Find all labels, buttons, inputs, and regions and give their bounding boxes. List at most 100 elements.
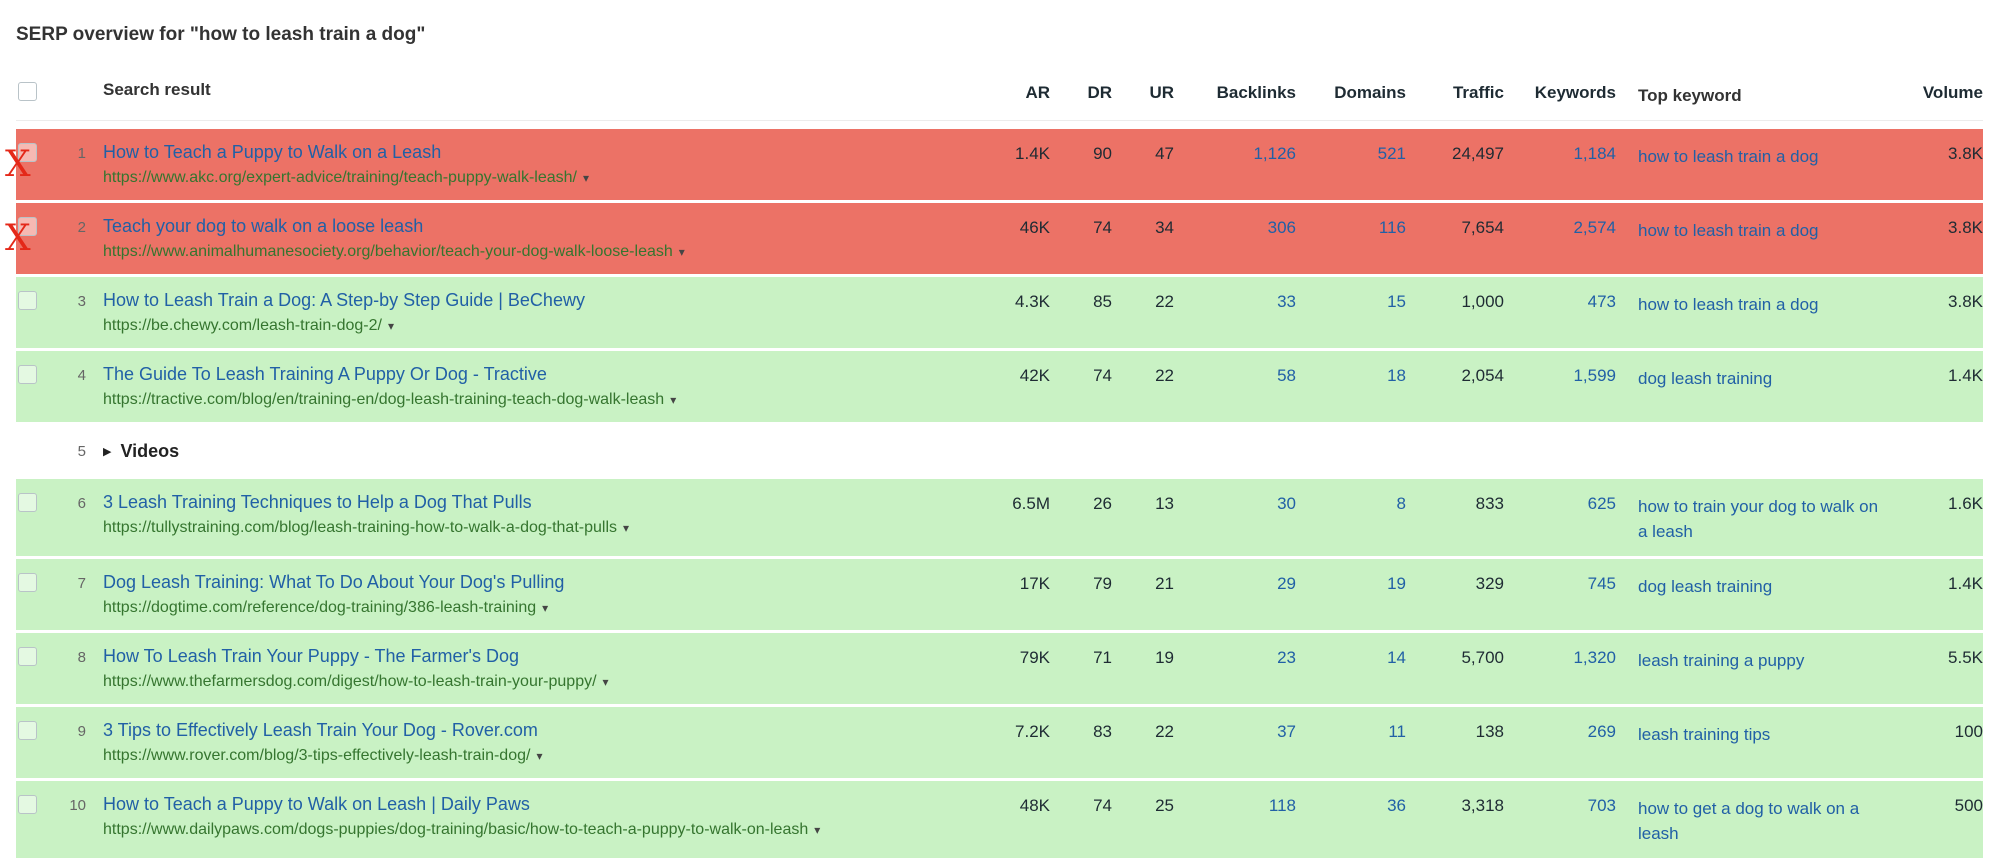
row-checkbox[interactable] — [18, 291, 37, 310]
keywords-link[interactable]: 703 — [1587, 796, 1616, 815]
top-keyword-link[interactable]: how to leash train a dog — [1638, 147, 1819, 166]
result-title-link[interactable]: How to Teach a Puppy to Walk on a Leash — [103, 142, 442, 162]
domains-link[interactable]: 18 — [1387, 366, 1406, 385]
top-keyword-link[interactable]: how to get a dog to walk on a leash — [1638, 799, 1860, 843]
rank-number: 10 — [69, 797, 86, 814]
checkbox-cell — [16, 439, 66, 441]
url-dropdown-caret[interactable]: ▾ — [670, 393, 677, 407]
header-ar[interactable]: AR — [1025, 83, 1050, 102]
row-checkbox[interactable] — [18, 217, 37, 236]
header-dr[interactable]: DR — [1087, 83, 1112, 102]
top-keyword-link[interactable]: dog leash training — [1638, 577, 1773, 596]
domains-link[interactable]: 36 — [1387, 796, 1406, 815]
url-dropdown-caret[interactable]: ▾ — [542, 601, 549, 615]
url-dropdown-caret[interactable]: ▾ — [678, 245, 685, 259]
backlinks-link[interactable]: 30 — [1277, 494, 1296, 513]
top-keyword-link[interactable]: leash training a puppy — [1638, 651, 1805, 670]
url-dropdown-caret[interactable]: ▾ — [583, 171, 590, 185]
backlinks-link-cell: 30 — [1174, 491, 1296, 514]
url-dropdown-caret[interactable]: ▾ — [602, 675, 609, 689]
header-search-result[interactable]: Search result — [103, 80, 211, 99]
domains-link[interactable]: 11 — [1388, 722, 1406, 741]
dr-value-cell: 79 — [1050, 571, 1112, 594]
keywords-link[interactable]: 1,320 — [1573, 648, 1616, 667]
result-title-link[interactable]: How To Leash Train Your Puppy - The Farm… — [103, 646, 519, 666]
keywords-link-cell: 1,320 — [1504, 645, 1616, 668]
domains-link[interactable]: 521 — [1377, 144, 1406, 163]
backlinks-link[interactable]: 58 — [1277, 366, 1296, 385]
backlinks-link[interactable]: 118 — [1268, 796, 1296, 815]
backlinks-link-cell: 306 — [1174, 215, 1296, 238]
result-title-link[interactable]: 3 Leash Training Techniques to Help a Do… — [103, 492, 532, 512]
header-top-keyword[interactable]: Top keyword — [1638, 86, 1742, 105]
search-result-cell: How to Leash Train a Dog: A Step-by Step… — [86, 289, 970, 336]
traffic-value-cell: 1,000 — [1406, 289, 1504, 312]
result-title-link[interactable]: Teach your dog to walk on a loose leash — [103, 216, 424, 236]
header-backlinks[interactable]: Backlinks — [1216, 83, 1296, 102]
row-checkbox[interactable] — [18, 365, 37, 384]
ur-value: 19 — [1155, 648, 1174, 667]
top-keyword-link[interactable]: how to leash train a dog — [1638, 295, 1819, 314]
backlinks-link[interactable]: 1,126 — [1253, 144, 1296, 163]
keywords-link[interactable]: 625 — [1587, 494, 1616, 513]
domains-link[interactable]: 14 — [1387, 648, 1406, 667]
row-checkbox[interactable] — [18, 573, 37, 592]
keywords-link[interactable]: 269 — [1587, 722, 1616, 741]
volume-cell: 500 — [1888, 793, 1983, 816]
keywords-link[interactable]: 473 — [1587, 292, 1616, 311]
domains-link[interactable]: 8 — [1396, 494, 1406, 513]
volume-value: 1.4K — [1948, 574, 1983, 593]
row-checkbox[interactable] — [18, 493, 37, 512]
top-keyword-link[interactable]: how to leash train a dog — [1638, 221, 1819, 240]
backlinks-link[interactable]: 29 — [1277, 574, 1296, 593]
row-checkbox[interactable] — [18, 143, 37, 162]
row-checkbox[interactable] — [18, 795, 37, 814]
backlinks-link[interactable]: 33 — [1277, 292, 1296, 311]
domains-link[interactable]: 19 — [1387, 574, 1406, 593]
top-keyword-link[interactable]: leash training tips — [1638, 725, 1771, 744]
result-title-link[interactable]: How to Leash Train a Dog: A Step-by Step… — [103, 290, 585, 310]
header-volume[interactable]: Volume — [1922, 83, 1983, 102]
header-ur[interactable]: UR — [1149, 83, 1174, 102]
header-traffic[interactable]: Traffic — [1452, 83, 1504, 102]
url-dropdown-caret[interactable]: ▾ — [623, 521, 630, 535]
backlinks-link-cell: 29 — [1174, 571, 1296, 594]
ar-value-cell: 7.2K — [970, 719, 1050, 742]
domains-link[interactable]: 15 — [1387, 292, 1406, 311]
top-keyword-cell: leash training a puppy — [1616, 645, 1888, 673]
select-all-checkbox[interactable] — [18, 82, 37, 101]
backlinks-link-cell: 37 — [1174, 719, 1296, 742]
ar-value-cell: 17K — [970, 571, 1050, 594]
dr-value: 26 — [1093, 494, 1112, 513]
header-keywords[interactable]: Keywords — [1534, 83, 1616, 102]
rank-number: 1 — [77, 145, 86, 162]
rejected-x-mark: X — [5, 217, 31, 259]
domains-link[interactable]: 116 — [1378, 218, 1406, 237]
keywords-link[interactable]: 1,184 — [1573, 144, 1616, 163]
keywords-link[interactable]: 2,574 — [1573, 218, 1616, 237]
url-dropdown-caret[interactable]: ▾ — [387, 319, 394, 333]
result-title-link[interactable]: Dog Leash Training: What To Do About You… — [103, 572, 565, 592]
top-keyword-cell: how to leash train a dog — [1616, 215, 1888, 243]
url-dropdown-caret[interactable]: ▾ — [536, 749, 543, 763]
backlinks-link[interactable]: 306 — [1267, 218, 1296, 237]
search-result-cell: How To Leash Train Your Puppy - The Farm… — [86, 645, 970, 692]
domains-link-cell: 11 — [1296, 719, 1406, 742]
header-domains[interactable]: Domains — [1334, 83, 1406, 102]
top-keyword-link[interactable]: how to train your dog to walk on a leash — [1638, 497, 1879, 541]
url-dropdown-caret[interactable]: ▾ — [814, 823, 821, 837]
backlinks-link[interactable]: 23 — [1277, 648, 1296, 667]
videos-toggle[interactable]: ▶ Videos — [103, 439, 950, 462]
videos-row: 5 ▶ Videos — [16, 425, 1983, 476]
row-checkbox[interactable] — [18, 647, 37, 666]
row-checkbox[interactable] — [18, 721, 37, 740]
keywords-link[interactable]: 745 — [1587, 574, 1616, 593]
result-title-link[interactable]: The Guide To Leash Training A Puppy Or D… — [103, 364, 547, 384]
result-title-link[interactable]: How to Teach a Puppy to Walk on Leash | … — [103, 794, 530, 814]
search-result-cell: How to Teach a Puppy to Walk on a Leash h… — [86, 141, 970, 188]
top-keyword-link[interactable]: dog leash training — [1638, 369, 1773, 388]
keywords-link[interactable]: 1,599 — [1573, 366, 1616, 385]
backlinks-link[interactable]: 37 — [1277, 722, 1296, 741]
result-title-link[interactable]: 3 Tips to Effectively Leash Train Your D… — [103, 720, 538, 740]
